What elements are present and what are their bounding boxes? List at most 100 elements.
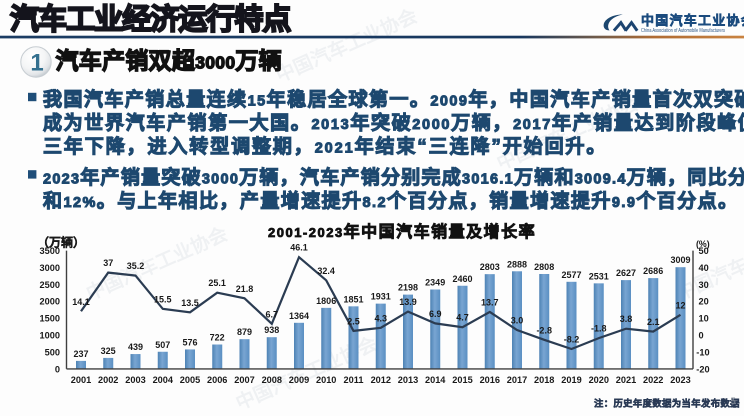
svg-text:2013: 2013	[398, 375, 418, 385]
svg-text:2023: 2023	[670, 375, 690, 385]
svg-text:1500: 1500	[40, 314, 60, 324]
svg-text:21.8: 21.8	[236, 284, 254, 294]
svg-text:2005: 2005	[180, 375, 200, 385]
svg-text:2001: 2001	[71, 375, 91, 385]
svg-text:2007: 2007	[234, 375, 254, 385]
svg-text:1364: 1364	[289, 311, 309, 321]
svg-text:-8.2: -8.2	[564, 335, 580, 345]
svg-text:2020: 2020	[589, 375, 609, 385]
svg-text:2022: 2022	[643, 375, 663, 385]
svg-text:2001-2023年中国汽车销量及增长率: 2001-2023年中国汽车销量及增长率	[268, 222, 536, 241]
svg-text:32.4: 32.4	[317, 266, 335, 276]
svg-text:1931: 1931	[371, 292, 391, 302]
svg-text:2577: 2577	[561, 270, 581, 280]
svg-text:2012: 2012	[371, 375, 391, 385]
svg-text:2018: 2018	[534, 375, 554, 385]
svg-text:-2.8: -2.8	[536, 325, 552, 335]
svg-text:1806: 1806	[316, 296, 336, 306]
svg-text:37: 37	[103, 258, 113, 268]
svg-text:2.1: 2.1	[647, 317, 660, 327]
svg-text:2006: 2006	[207, 375, 227, 385]
svg-text:2500: 2500	[40, 280, 60, 290]
svg-text:2888: 2888	[507, 259, 527, 269]
svg-text:4.3: 4.3	[375, 313, 388, 323]
svg-text:2010: 2010	[316, 375, 336, 385]
svg-text:879: 879	[237, 327, 252, 337]
svg-text:2808: 2808	[534, 262, 554, 272]
svg-text:3009: 3009	[670, 255, 690, 265]
svg-text:2627: 2627	[616, 268, 636, 278]
svg-text:2008: 2008	[262, 375, 282, 385]
svg-text:(%): (%)	[696, 239, 710, 249]
svg-text:2014: 2014	[425, 375, 446, 385]
svg-text:我国汽车产销总量连续15年稳居全球第一。2009年，中国汽车: 我国汽车产销总量连续15年稳居全球第一。2009年，中国汽车产销量首次双突破10…	[43, 88, 744, 111]
svg-text:6.7: 6.7	[266, 309, 279, 319]
svg-text:237: 237	[73, 349, 88, 359]
svg-text:6.9: 6.9	[429, 309, 442, 319]
svg-text:-20: -20	[696, 364, 709, 374]
svg-text:25.1: 25.1	[208, 278, 226, 288]
svg-text:2349: 2349	[425, 278, 445, 288]
svg-text:2017: 2017	[507, 375, 527, 385]
svg-text:2000: 2000	[40, 297, 60, 307]
svg-text:1000: 1000	[40, 331, 60, 341]
svg-text:2.5: 2.5	[347, 316, 360, 326]
svg-text:2803: 2803	[480, 262, 500, 272]
svg-text:20: 20	[699, 297, 709, 307]
svg-text:576: 576	[182, 337, 197, 347]
svg-text:14.1: 14.1	[72, 297, 90, 307]
svg-text:2004: 2004	[153, 375, 174, 385]
svg-text:12: 12	[675, 300, 685, 310]
svg-text:-10: -10	[696, 347, 709, 357]
svg-text:2002: 2002	[98, 375, 118, 385]
svg-text:三年下降，进入转型调整期，2021年结束“三连降”开始回升。: 三年下降，进入转型调整期，2021年结束“三连降”开始回升。	[43, 135, 607, 158]
svg-text:439: 439	[128, 342, 143, 352]
svg-text:722: 722	[210, 333, 225, 343]
svg-text:938: 938	[264, 325, 279, 335]
svg-text:2003: 2003	[125, 375, 145, 385]
svg-text:507: 507	[155, 340, 170, 350]
svg-text:注：历史年度数据为当年发布数据: 注：历史年度数据为当年发布数据	[594, 398, 740, 409]
svg-text:50: 50	[699, 246, 709, 256]
svg-text:13.7: 13.7	[481, 297, 499, 307]
svg-text:-1.8: -1.8	[591, 324, 607, 334]
svg-text:30: 30	[699, 280, 709, 290]
svg-text:2016: 2016	[480, 375, 500, 385]
svg-text:13.5: 13.5	[181, 298, 199, 308]
svg-text:汽车产销双超3000万辆: 汽车产销双超3000万辆	[56, 48, 282, 74]
svg-text:汽车工业经济运行特点: 汽车工业经济运行特点	[10, 2, 291, 36]
svg-text:325: 325	[101, 346, 116, 356]
svg-text:2019: 2019	[561, 375, 581, 385]
svg-text:13.9: 13.9	[399, 297, 417, 307]
svg-text:1: 1	[30, 50, 43, 77]
svg-text:中国汽车工业协会: 中国汽车工业协会	[641, 13, 744, 28]
svg-text:10: 10	[699, 314, 709, 324]
svg-text:0: 0	[699, 331, 704, 341]
svg-text:2198: 2198	[398, 283, 418, 293]
svg-text:1851: 1851	[343, 294, 363, 304]
svg-text:2021: 2021	[616, 375, 636, 385]
svg-text:3000: 3000	[40, 263, 60, 273]
svg-text:3.0: 3.0	[511, 316, 524, 326]
svg-text:2023年产销量突破3000万辆，汽车产销分别完成3016.: 2023年产销量突破3000万辆，汽车产销分别完成3016.1万辆和3009.4…	[43, 166, 744, 189]
svg-text:4.7: 4.7	[456, 313, 469, 323]
svg-text:35.2: 35.2	[127, 261, 145, 271]
svg-text:2011: 2011	[344, 375, 364, 385]
svg-text:40: 40	[699, 263, 709, 273]
svg-text:0: 0	[55, 364, 60, 374]
svg-text:（万辆）: （万辆）	[37, 235, 85, 250]
svg-text:和12%。与上年相比，产量增速提升8.2个百分点，销量增速提: 和12%。与上年相比，产量增速提升8.2个百分点，销量增速提升9.9个百分点。	[43, 189, 739, 212]
svg-text:3.8: 3.8	[620, 314, 633, 324]
svg-text:5: 5	[731, 396, 736, 407]
svg-text:成为世界汽车产销第一大国。2013年突破2000万辆，201: 成为世界汽车产销第一大国。2013年突破2000万辆，2017年产销量达到阶段峰…	[43, 111, 744, 134]
svg-text:15.5: 15.5	[154, 294, 172, 304]
svg-text:2686: 2686	[643, 266, 663, 276]
svg-text:46.1: 46.1	[290, 243, 308, 253]
svg-text:3500: 3500	[40, 246, 60, 256]
svg-text:2015: 2015	[452, 375, 472, 385]
svg-text:China Association of Automobil: China Association of Automobile Manufact…	[641, 28, 725, 34]
svg-text:2009: 2009	[289, 375, 309, 385]
svg-text:500: 500	[45, 347, 60, 357]
svg-text:2531: 2531	[589, 271, 609, 281]
svg-text:2460: 2460	[452, 274, 472, 284]
